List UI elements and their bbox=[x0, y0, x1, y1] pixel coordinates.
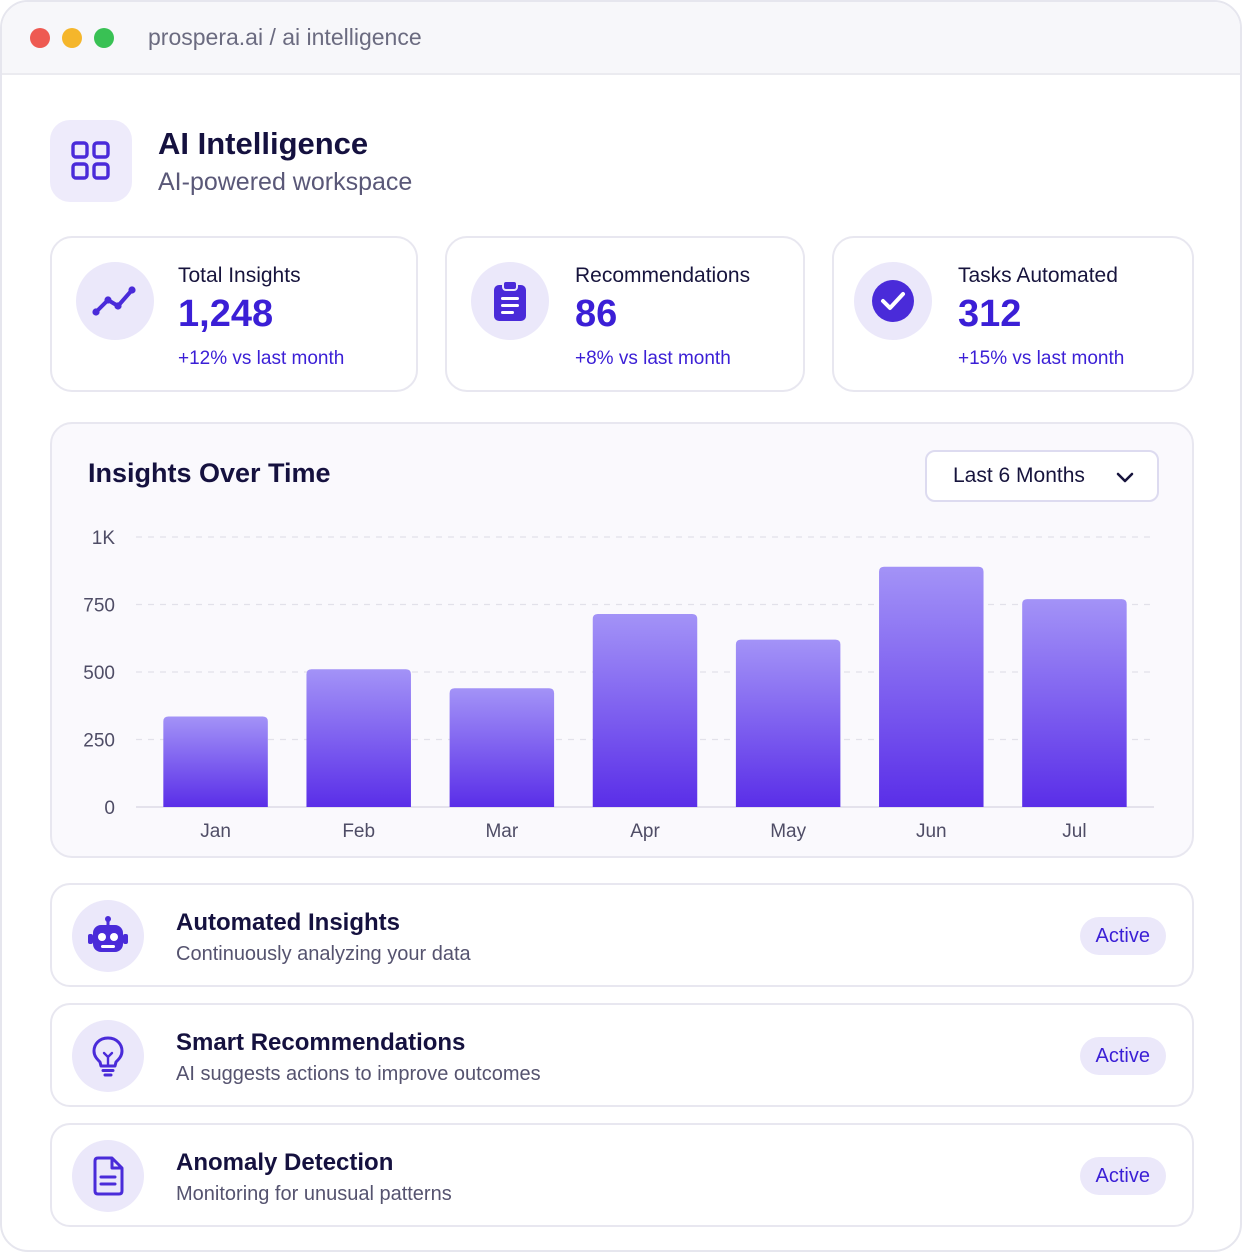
minimize-window-button[interactable] bbox=[62, 27, 82, 48]
bar-apr[interactable] bbox=[592, 613, 698, 807]
x-tick-label: Jan bbox=[200, 821, 231, 842]
y-tick-label: 500 bbox=[83, 663, 115, 684]
document-icon bbox=[72, 1140, 144, 1212]
y-tick-label: 0 bbox=[104, 798, 115, 819]
stat-delta: +8% vs last month bbox=[575, 348, 731, 369]
bar-mar[interactable] bbox=[449, 688, 555, 807]
feature-anomaly-detection[interactable]: Anomaly Detection Monitoring for unusual… bbox=[50, 1123, 1194, 1227]
insights-bar-chart: 0 250 500 750 1K Jan Feb Mar Apr May Jun Jul bbox=[83, 528, 1154, 842]
page-title: AI Intelligence bbox=[158, 125, 369, 161]
maximize-window-button[interactable] bbox=[94, 27, 114, 48]
y-tick-label: 750 bbox=[83, 596, 115, 617]
x-tick-label: Jun bbox=[916, 821, 947, 842]
stat-label: Recommendations bbox=[575, 264, 751, 287]
x-tick-label: May bbox=[770, 821, 806, 842]
page-header: AI Intelligence AI-powered workspace bbox=[50, 120, 412, 202]
chevron-down-icon bbox=[1115, 467, 1135, 493]
x-tick-label: Feb bbox=[342, 821, 375, 842]
feature-smart-recommendations[interactable]: Smart Recommendations AI suggests action… bbox=[50, 1003, 1194, 1107]
bar-jun[interactable] bbox=[879, 566, 984, 807]
check-circle-icon bbox=[854, 262, 932, 340]
feature-title: Smart Recommendations bbox=[176, 1029, 466, 1056]
stat-value: 1,248 bbox=[178, 293, 274, 335]
stat-delta: +15% vs last month bbox=[958, 348, 1125, 369]
bar-may[interactable] bbox=[735, 639, 841, 807]
stat-card-recommendations: Recommendations 86 +8% vs last month bbox=[445, 236, 805, 392]
y-tick-label: 1K bbox=[92, 528, 116, 549]
title-bar: prospera.ai / ai intelligence bbox=[2, 2, 1240, 75]
feature-description: Monitoring for unusual patterns bbox=[176, 1183, 452, 1205]
address-text: prospera.ai / ai intelligence bbox=[148, 24, 422, 50]
stat-delta: +12% vs last month bbox=[178, 348, 345, 369]
stat-card-total-insights: Total Insights 1,248 +12% vs last month bbox=[50, 236, 418, 392]
status-badge: Active bbox=[1079, 1037, 1166, 1075]
robot-icon bbox=[72, 900, 144, 972]
insights-chart-card: 0 250 500 750 1K Jan Feb Mar Apr May Jun Jul Insigh… bbox=[50, 422, 1194, 858]
feature-title: Automated Insights bbox=[176, 909, 401, 936]
x-tick-label: Mar bbox=[485, 821, 518, 842]
feature-automated-insights[interactable]: Automated Insights Continuously analyzin… bbox=[50, 883, 1194, 987]
stat-card-tasks-automated: Tasks Automated 312 +15% vs last month bbox=[832, 236, 1194, 392]
chart-title: Insights Over Time bbox=[88, 458, 331, 488]
y-tick-label: 250 bbox=[83, 731, 115, 752]
bar-feb[interactable] bbox=[306, 669, 411, 807]
x-tick-label: Jul bbox=[1062, 821, 1086, 842]
feature-title: Anomaly Detection bbox=[176, 1149, 394, 1176]
status-badge: Active bbox=[1079, 917, 1166, 955]
lightbulb-icon bbox=[72, 1020, 144, 1092]
stat-value: 86 bbox=[575, 293, 618, 335]
feature-description: Continuously analyzing your data bbox=[176, 943, 471, 965]
feature-description: AI suggests actions to improve outcomes bbox=[176, 1063, 541, 1085]
status-badge: Active bbox=[1079, 1157, 1166, 1195]
bar-jul[interactable] bbox=[1022, 599, 1127, 807]
range-dropdown[interactable]: Last 6 Months bbox=[925, 450, 1159, 502]
close-window-button[interactable] bbox=[30, 27, 50, 48]
stat-value: 312 bbox=[958, 293, 1022, 335]
bar-jan[interactable] bbox=[163, 716, 268, 807]
x-tick-label: Apr bbox=[630, 821, 660, 842]
grid-icon bbox=[50, 120, 132, 202]
trend-line-icon bbox=[76, 262, 154, 340]
clipboard-icon bbox=[471, 262, 549, 340]
range-dropdown-label: Last 6 Months bbox=[953, 464, 1085, 487]
stat-label: Total Insights bbox=[178, 264, 301, 287]
stat-label: Tasks Automated bbox=[958, 264, 1118, 287]
page-subtitle: AI-powered workspace bbox=[158, 167, 413, 196]
